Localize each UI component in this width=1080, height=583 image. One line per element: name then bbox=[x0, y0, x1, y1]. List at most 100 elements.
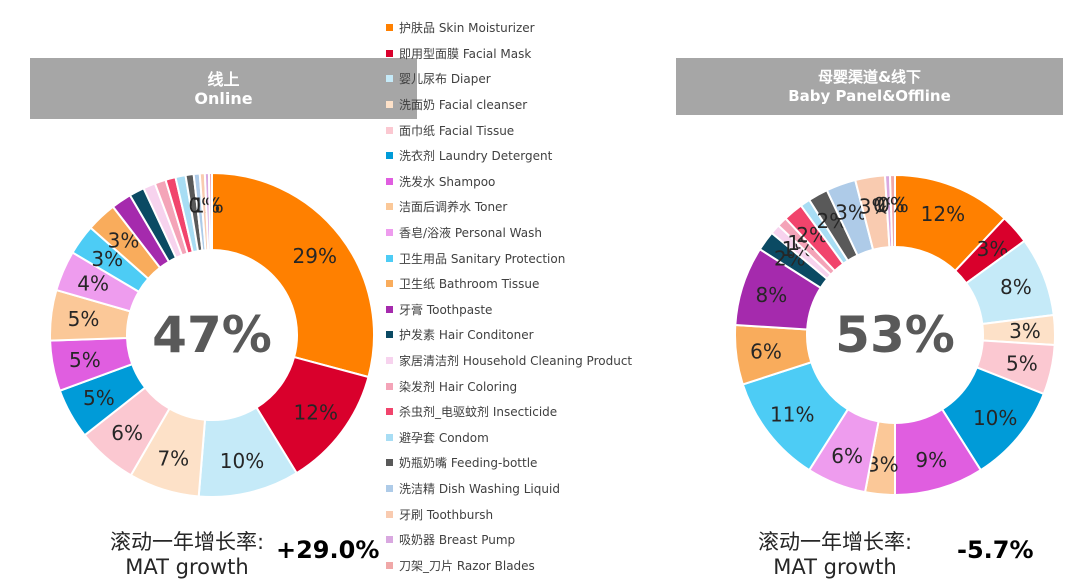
legend-swatch bbox=[386, 433, 393, 441]
offline-slice-label: 11% bbox=[770, 403, 814, 427]
legend-label: 染发剂 Hair Coloring bbox=[399, 379, 518, 394]
legend-item: 护发素 Hair Conditoner bbox=[386, 322, 676, 348]
offline-slice-label: 3% bbox=[1009, 319, 1041, 343]
legend-swatch bbox=[386, 459, 393, 467]
legend-item: 香皂/浴液 Personal Wash bbox=[386, 220, 676, 246]
online-panel-header: 线上 Online bbox=[30, 58, 417, 119]
online-slice-label: 5% bbox=[83, 386, 115, 410]
online-slice-label: 5% bbox=[68, 307, 100, 331]
legend-label: 吸奶器 Breast Pump bbox=[399, 533, 516, 548]
online-slice-label: 10% bbox=[220, 449, 264, 473]
online-header-line1: 线上 bbox=[207, 69, 240, 89]
offline-slice-label: 3% bbox=[859, 195, 891, 219]
online-slice bbox=[211, 171, 375, 379]
legend-label: 刀架_刀片 Razor Blades bbox=[399, 558, 535, 573]
online-growth-label: 滚动一年增长率: MAT growth bbox=[102, 530, 272, 580]
online-growth-label-cn: 滚动一年增长率: bbox=[109, 530, 265, 554]
legend-item: 卫生纸 Bathroom Tissue bbox=[386, 271, 676, 297]
legend-item: 面巾纸 Facial Tissue bbox=[386, 117, 676, 143]
legend-label: 洗面奶 Facial cleanser bbox=[399, 98, 528, 113]
legend-item: 牙刷 Toothbursh bbox=[386, 501, 676, 527]
online-growth-value: +29.0% bbox=[276, 536, 380, 564]
online-center-total: 47% bbox=[152, 306, 272, 364]
legend-item: 家居清洁剂 Household Cleaning Product bbox=[386, 348, 676, 374]
legend-label: 洗洁精 Dish Washing Liquid bbox=[399, 481, 560, 496]
legend-swatch bbox=[386, 280, 393, 288]
legend-label: 卫生纸 Bathroom Tissue bbox=[399, 277, 540, 292]
legend-item: 即用型面膜 Facial Mask bbox=[386, 41, 676, 67]
legend-swatch bbox=[386, 101, 393, 109]
offline-growth-value: -5.7% bbox=[957, 536, 1034, 564]
legend-item: 刀架_刀片 Razor Blades bbox=[386, 552, 676, 578]
legend-swatch bbox=[386, 357, 393, 365]
offline-header-line2: Baby Panel&Offline bbox=[788, 86, 951, 105]
legend-item: 奶瓶奶嘴 Feeding-bottle bbox=[386, 450, 676, 476]
offline-slice-label: 0% bbox=[873, 193, 905, 217]
legend-swatch bbox=[386, 24, 393, 32]
offline-center-total: 53% bbox=[835, 306, 955, 364]
offline-slice-label: 8% bbox=[1000, 275, 1032, 299]
legend-label: 奶瓶奶嘴 Feeding-bottle bbox=[399, 456, 538, 471]
legend-label: 护肤品 Skin Moisturizer bbox=[399, 21, 535, 36]
legend-item: 护肤品 Skin Moisturizer bbox=[386, 15, 676, 41]
legend-swatch bbox=[386, 536, 393, 544]
online-slice-label: 12% bbox=[294, 401, 338, 425]
online-slice-label: 5% bbox=[69, 348, 101, 372]
offline-slice-label: 8% bbox=[755, 283, 787, 307]
offline-slice-label: 12% bbox=[921, 202, 965, 226]
legend-label: 家居清洁剂 Household Cleaning Product bbox=[399, 354, 633, 369]
legend-label: 护发素 Hair Conditoner bbox=[399, 328, 534, 343]
legend-label: 洗发水 Shampoo bbox=[399, 174, 496, 189]
legend-swatch bbox=[386, 152, 393, 160]
offline-donut-chart: 12%3%8%3%5%10%9%3%6%11%6%8%2%1%1%2%2%3%3… bbox=[734, 173, 1056, 497]
legend-label: 洁面后调养水 Toner bbox=[399, 200, 508, 215]
offline-growth-label-en: MAT growth bbox=[773, 555, 897, 579]
offline-slice-label: 5% bbox=[1006, 351, 1038, 375]
legend-swatch bbox=[386, 229, 393, 237]
legend-item: 牙膏 Toothpaste bbox=[386, 297, 676, 323]
offline-slice-label: 10% bbox=[973, 406, 1017, 430]
legend-label: 牙刷 Toothbursh bbox=[399, 507, 494, 522]
legend-item: 吸奶器 Breast Pump bbox=[386, 527, 676, 553]
legend-swatch bbox=[386, 408, 393, 416]
online-slice bbox=[207, 171, 213, 252]
legend-item: 洁面后调养水 Toner bbox=[386, 194, 676, 220]
online-growth-label-en: MAT growth bbox=[125, 555, 249, 579]
legend-swatch bbox=[386, 49, 393, 57]
online-slice-label: 29% bbox=[293, 244, 337, 268]
legend-swatch bbox=[386, 203, 393, 211]
legend-swatch bbox=[386, 331, 393, 339]
offline-growth-label-cn: 滚动一年增长率: bbox=[757, 530, 913, 554]
legend-swatch bbox=[386, 510, 393, 518]
legend-item: 避孕套 Condom bbox=[386, 425, 676, 451]
legend-label: 杀虫剂_电驱蚊剂 Insecticide bbox=[399, 405, 558, 420]
legend-item: 卫生用品 Sanitary Protection bbox=[386, 245, 676, 271]
legend-item: 杀虫剂_电驱蚊剂 Insecticide bbox=[386, 399, 676, 425]
legend-item: 洗面奶 Facial cleanser bbox=[386, 92, 676, 118]
legend-swatch bbox=[386, 484, 393, 492]
legend-swatch bbox=[386, 254, 393, 262]
legend-swatch bbox=[386, 305, 393, 313]
legend-item: 洗发水 Shampoo bbox=[386, 169, 676, 195]
offline-slice bbox=[888, 173, 896, 249]
legend-swatch bbox=[386, 561, 393, 569]
online-header-line2: Online bbox=[194, 88, 253, 108]
legend-swatch bbox=[386, 177, 393, 185]
legend-label: 洗衣剂 Laundry Detergent bbox=[399, 149, 553, 164]
online-slice-label: 0% bbox=[188, 194, 220, 218]
offline-growth-label: 滚动一年增长率: MAT growth bbox=[750, 530, 920, 580]
legend-item: 染发剂 Hair Coloring bbox=[386, 373, 676, 399]
legend-item: 洗衣剂 Laundry Detergent bbox=[386, 143, 676, 169]
legend-item: 洗洁精 Dish Washing Liquid bbox=[386, 476, 676, 502]
offline-panel-header: 母婴渠道&线下 Baby Panel&Offline bbox=[676, 58, 1063, 115]
legend-label: 面巾纸 Facial Tissue bbox=[399, 123, 515, 138]
legend-label: 牙膏 Toothpaste bbox=[399, 302, 493, 317]
offline-header-line1: 母婴渠道&线下 bbox=[817, 67, 922, 86]
online-slice-label: 6% bbox=[111, 421, 143, 445]
offline-slice-label: 9% bbox=[915, 448, 947, 472]
online-slice-label: 4% bbox=[77, 272, 109, 296]
legend-swatch bbox=[386, 126, 393, 134]
legend-label: 香皂/浴液 Personal Wash bbox=[399, 226, 542, 241]
legend-swatch bbox=[386, 75, 393, 83]
offline-slice-label: 6% bbox=[750, 339, 782, 363]
